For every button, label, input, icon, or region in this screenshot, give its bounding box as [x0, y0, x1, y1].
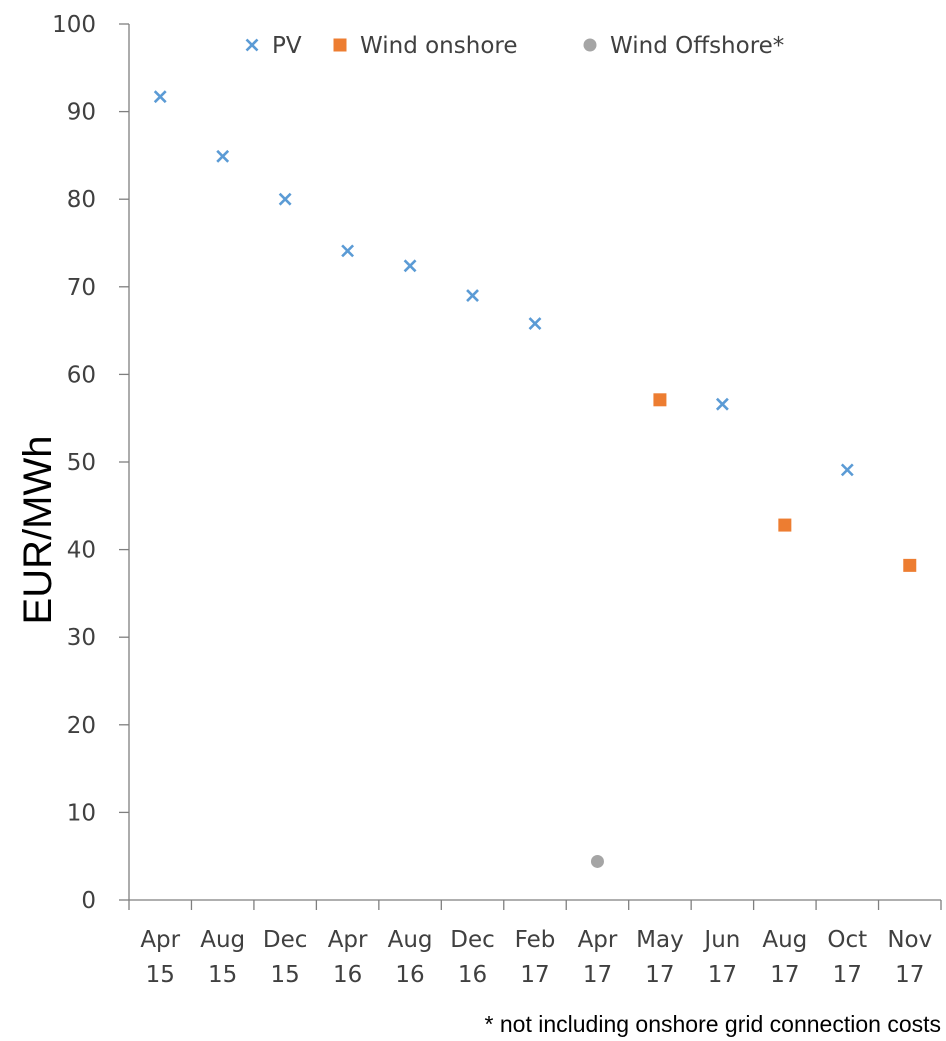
- legend-item-wind-onshore: Wind onshore: [333, 33, 518, 59]
- x-tick-label: Aug 15: [200, 927, 245, 988]
- x-tick-label: Apr 15: [140, 927, 180, 988]
- legend-marker-pv: [245, 38, 259, 52]
- x-tick-label: Feb 17: [515, 927, 556, 988]
- wind-offshore-point: [590, 854, 604, 868]
- pv-point: [216, 149, 230, 163]
- x-tick-label: Aug 16: [388, 927, 433, 988]
- axes: [119, 23, 942, 910]
- legend-item-wind-offshore: Wind Offshore*: [583, 33, 784, 59]
- y-tick-label: 100: [52, 12, 96, 38]
- wind-onshore-point: [903, 558, 917, 572]
- y-tick-label: 50: [67, 450, 96, 476]
- pv-point: [278, 192, 292, 206]
- legend: PV Wind onshore Wind Offshore*: [245, 33, 784, 59]
- legend-label-wind-onshore: Wind onshore: [360, 33, 518, 59]
- pv-point: [403, 259, 417, 273]
- x-tick-label: Nov 17: [887, 927, 932, 988]
- y-tick-label: 80: [67, 187, 96, 213]
- y-tick-label: 20: [67, 713, 96, 739]
- y-tick-label: 40: [67, 538, 96, 564]
- pv-point: [715, 397, 729, 411]
- y-tick-label: 60: [67, 362, 96, 388]
- y-tick-labels: 0 10 20 30 40 50 60 70 80 90 100: [52, 12, 96, 914]
- wind-onshore-point: [778, 518, 792, 532]
- x-tick-label: Jun 17: [702, 927, 740, 988]
- x-tick-label: Aug 17: [762, 927, 807, 988]
- y-tick-label: 0: [81, 888, 96, 914]
- y-tick-label: 10: [67, 800, 96, 826]
- legend-item-pv: PV: [245, 33, 302, 59]
- legend-marker-wind-offshore: [583, 38, 597, 52]
- legend-label-wind-offshore: Wind Offshore*: [610, 33, 784, 59]
- data-points: [153, 90, 917, 868]
- y-tick-label: 70: [67, 275, 96, 301]
- y-tick-label: 90: [67, 100, 96, 126]
- x-tick-label: Dec 16: [450, 927, 495, 988]
- x-tick-label: Apr 16: [328, 927, 368, 988]
- x-tick-label: Dec 15: [263, 927, 308, 988]
- footnote: * not including onshore grid connection …: [485, 1011, 941, 1037]
- x-tick-label: May 17: [636, 927, 684, 988]
- x-tick-label: Apr 17: [578, 927, 618, 988]
- pv-point: [466, 289, 479, 302]
- pv-point: [840, 463, 854, 477]
- y-axis-label: EUR/MWh: [16, 436, 60, 625]
- legend-label-pv: PV: [272, 33, 302, 59]
- x-tick-label: Oct 17: [827, 927, 867, 988]
- y-tick-label: 30: [67, 625, 96, 651]
- x-tick-labels: Apr 15 Aug 15 Dec 15 Apr 16 Aug 16 Dec 16 Feb 17 Apr 17…: [140, 927, 932, 988]
- pv-point: [153, 90, 167, 104]
- legend-marker-wind-onshore: [333, 38, 347, 52]
- pv-point: [341, 244, 355, 258]
- pv-point: [528, 317, 542, 331]
- wind-onshore-point: [653, 393, 667, 407]
